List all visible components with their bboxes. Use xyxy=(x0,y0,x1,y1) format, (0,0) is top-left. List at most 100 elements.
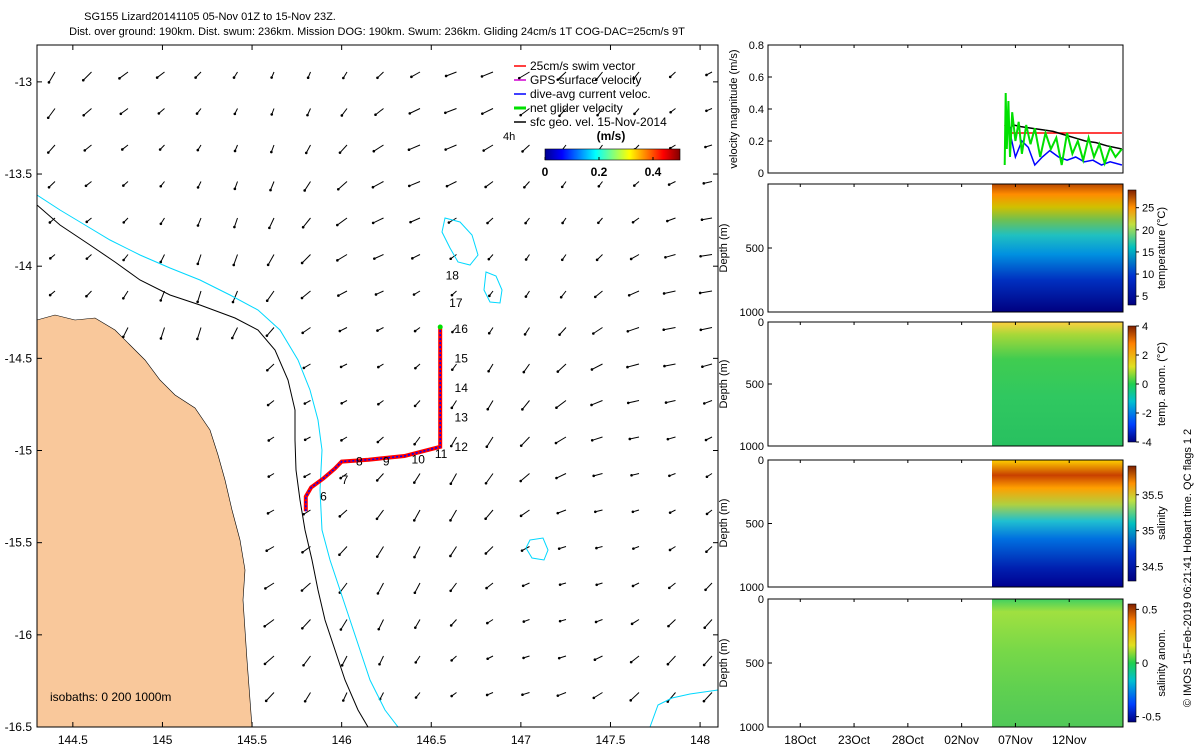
current-vector xyxy=(120,108,129,115)
current-vector xyxy=(628,400,640,404)
current-vector xyxy=(486,582,494,589)
current-vector-head xyxy=(632,547,635,550)
current-vector-head xyxy=(449,519,452,522)
current-vector xyxy=(411,71,421,78)
salinity-cbar-label: salinity xyxy=(1156,506,1168,540)
current-vector-head xyxy=(340,114,344,117)
salinity-ylabel: Depth (m) xyxy=(718,499,730,548)
current-vector-head xyxy=(630,473,633,477)
current-vector-head xyxy=(702,663,706,667)
day-label: 15 xyxy=(455,351,469,365)
current-vector-head xyxy=(702,699,706,703)
current-vector-head xyxy=(82,114,85,117)
current-vector-head xyxy=(265,299,269,303)
legend-entry: 25cm/s swim vector xyxy=(530,59,635,73)
current-vector-head xyxy=(451,330,454,334)
current-vector-head xyxy=(521,584,525,588)
current-vector xyxy=(700,290,713,294)
current-vector-head xyxy=(119,112,123,116)
current-vector-head xyxy=(83,149,87,152)
current-vector xyxy=(409,108,421,114)
current-vector-head xyxy=(592,332,595,335)
figure-subtitle: Dist. over ground: 190km. Dist. swum: 23… xyxy=(69,26,685,38)
current-vector xyxy=(665,254,676,258)
current-vector xyxy=(232,290,238,303)
salinity-anomaly-colorbar xyxy=(1127,603,1137,723)
current-vector-head xyxy=(703,626,707,630)
current-vector xyxy=(555,436,567,444)
isobath-1000m xyxy=(37,194,399,727)
current-vector-head xyxy=(485,693,489,697)
current-vector xyxy=(301,619,311,629)
current-vector-head xyxy=(413,329,417,333)
current-vector xyxy=(339,144,348,154)
current-vector xyxy=(265,582,275,589)
current-vector-head xyxy=(301,331,305,335)
current-vector-head xyxy=(196,337,199,341)
current-vector xyxy=(301,582,311,591)
current-vector-head xyxy=(231,300,235,304)
current-vector-head xyxy=(265,549,269,552)
current-vector-head xyxy=(629,257,633,261)
current-vector-head xyxy=(450,368,454,371)
current-vector-head xyxy=(46,151,50,154)
current-vector-head xyxy=(263,624,266,628)
current-vector-head xyxy=(303,475,306,479)
day-label: 16 xyxy=(455,322,469,336)
current-vector-head xyxy=(340,402,343,405)
current-vector-head xyxy=(81,78,85,82)
current-vector xyxy=(520,436,530,447)
current-vector-head xyxy=(158,148,162,151)
current-vector-head xyxy=(524,295,528,298)
current-vector xyxy=(557,509,567,514)
current-vector-head xyxy=(374,293,378,296)
current-vector-head xyxy=(705,73,708,77)
current-vector-head xyxy=(668,511,672,514)
current-vector xyxy=(82,71,92,81)
current-vector-head xyxy=(408,112,412,115)
current-vector-head xyxy=(487,369,490,373)
temperature-panel: 500 1000 25 20 15 10 5 Depth (m) temperature (… xyxy=(718,183,1168,319)
current-vector-head xyxy=(413,442,416,446)
temperature-colorbar xyxy=(1127,189,1137,306)
current-vector xyxy=(414,619,421,628)
map-axes: 144.5 145 145.5 146 146.5 147 147.5 148-13-13.5… xyxy=(5,45,718,747)
current-vector-head xyxy=(371,221,375,225)
day-label: 12 xyxy=(455,440,469,454)
current-vector xyxy=(414,546,421,558)
figure-title: SG155 Lizard20141105 05-Nov 01Z to 15-No… xyxy=(84,11,336,23)
current-vector xyxy=(268,217,275,229)
current-vector-head xyxy=(84,184,88,188)
velocity-panel: 0 0.2 0.4 0.6 0.8 velocity magnitude (m/s) xyxy=(728,40,1124,180)
map-y-tick-label: -13 xyxy=(15,75,33,89)
current-vector-head xyxy=(522,656,525,660)
current-vector xyxy=(413,473,421,483)
current-vector-head xyxy=(196,148,200,152)
current-vector xyxy=(556,400,567,409)
current-vector-head xyxy=(626,329,630,333)
current-vector-head xyxy=(414,661,418,664)
depth-tick-label: 1000 xyxy=(740,722,764,734)
current-vector-head xyxy=(486,657,489,661)
isobath-1000m-east xyxy=(649,689,718,727)
depth-tick-label: 500 xyxy=(746,658,764,670)
current-vector xyxy=(667,217,676,222)
map-y-tick-label: -15.5 xyxy=(5,536,33,550)
current-vector xyxy=(83,108,92,116)
current-vector-head xyxy=(159,184,163,188)
current-vector xyxy=(445,108,457,114)
current-vector-head xyxy=(159,222,163,226)
current-vector-head xyxy=(558,583,562,586)
current-vector xyxy=(630,655,640,663)
current-vector xyxy=(668,619,676,627)
current-vector xyxy=(703,181,713,184)
current-vector xyxy=(233,254,238,266)
current-vector xyxy=(592,436,603,441)
current-vector xyxy=(304,181,311,191)
current-vector-head xyxy=(233,149,237,153)
current-vector-head xyxy=(302,663,305,667)
current-vector xyxy=(665,400,676,404)
current-vector-head xyxy=(700,218,704,222)
current-vector xyxy=(487,400,494,410)
